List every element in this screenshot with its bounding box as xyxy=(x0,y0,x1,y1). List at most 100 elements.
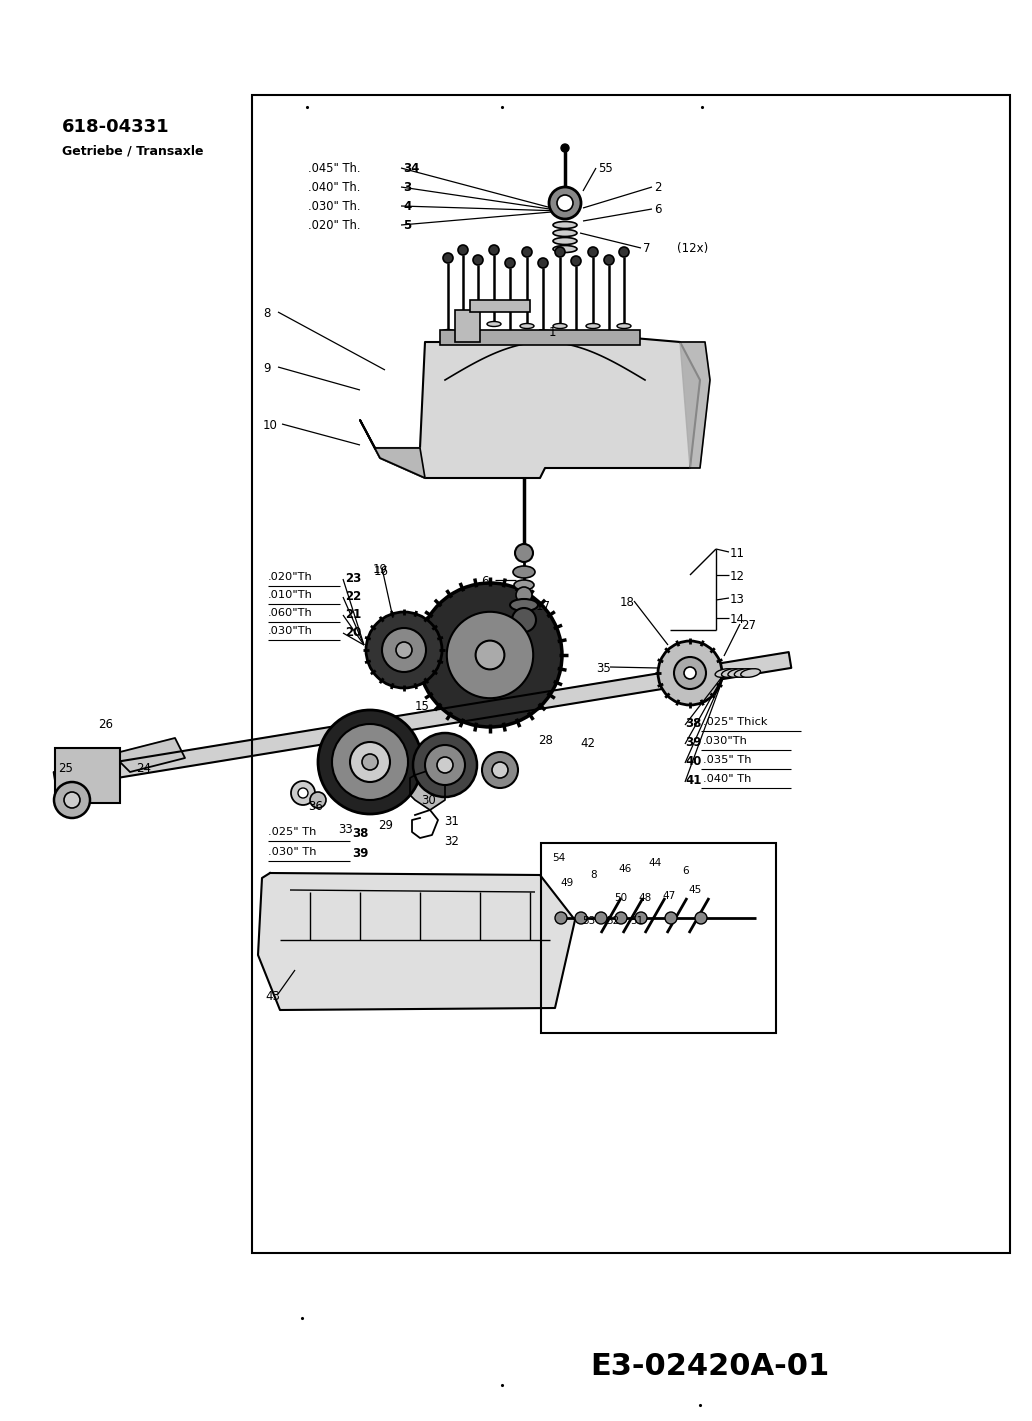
Text: 27: 27 xyxy=(741,620,756,632)
Text: 4: 4 xyxy=(404,200,411,213)
Text: .030" Th: .030" Th xyxy=(268,847,317,857)
Text: .040" Th: .040" Th xyxy=(703,774,751,784)
Text: 36: 36 xyxy=(308,800,323,813)
Circle shape xyxy=(366,612,442,688)
Text: 23: 23 xyxy=(345,573,361,585)
Text: 11: 11 xyxy=(730,547,745,560)
Circle shape xyxy=(382,628,426,672)
Text: 53: 53 xyxy=(582,917,595,926)
Text: .030" Th.: .030" Th. xyxy=(308,200,360,213)
Text: 618-04331: 618-04331 xyxy=(62,118,169,136)
Ellipse shape xyxy=(514,580,534,590)
Text: 28: 28 xyxy=(538,735,553,747)
Text: 13: 13 xyxy=(730,593,745,605)
Ellipse shape xyxy=(586,324,600,328)
Polygon shape xyxy=(120,737,185,772)
Ellipse shape xyxy=(741,669,761,678)
Text: .025" Th: .025" Th xyxy=(268,827,317,837)
Ellipse shape xyxy=(520,324,534,328)
Text: 35: 35 xyxy=(596,662,611,675)
Text: (12x): (12x) xyxy=(677,242,708,254)
Circle shape xyxy=(588,247,598,257)
Text: 55: 55 xyxy=(598,162,613,175)
Bar xyxy=(252,95,1010,1253)
Ellipse shape xyxy=(715,669,735,678)
Text: 15: 15 xyxy=(415,701,430,713)
Polygon shape xyxy=(54,652,792,787)
Circle shape xyxy=(291,782,315,806)
Text: 19: 19 xyxy=(373,563,388,576)
Circle shape xyxy=(615,912,627,924)
Text: 54: 54 xyxy=(552,853,566,863)
Ellipse shape xyxy=(510,600,538,611)
Text: .020" Th.: .020" Th. xyxy=(308,219,360,232)
Text: 26: 26 xyxy=(98,718,112,730)
Text: 40: 40 xyxy=(685,755,702,767)
Circle shape xyxy=(413,733,477,797)
Circle shape xyxy=(604,254,614,264)
Text: 6: 6 xyxy=(481,576,488,588)
Text: 6: 6 xyxy=(682,865,688,875)
Text: 30: 30 xyxy=(421,794,436,807)
Circle shape xyxy=(695,912,707,924)
Text: .045" Th.: .045" Th. xyxy=(308,162,360,175)
Ellipse shape xyxy=(553,324,567,328)
Text: 21: 21 xyxy=(345,608,361,621)
Circle shape xyxy=(332,725,408,800)
Text: 39: 39 xyxy=(685,736,702,749)
Ellipse shape xyxy=(471,331,485,337)
Circle shape xyxy=(619,247,628,257)
Text: .030"Th: .030"Th xyxy=(268,627,313,637)
Ellipse shape xyxy=(456,321,470,327)
Circle shape xyxy=(447,612,534,698)
Ellipse shape xyxy=(553,222,577,229)
Circle shape xyxy=(492,762,508,779)
Polygon shape xyxy=(410,770,445,810)
Text: 17: 17 xyxy=(536,600,551,612)
Text: Getriebe / Transaxle: Getriebe / Transaxle xyxy=(62,145,203,158)
Polygon shape xyxy=(258,872,575,1010)
Text: 32: 32 xyxy=(444,836,459,848)
Ellipse shape xyxy=(602,331,616,337)
Bar xyxy=(455,310,480,342)
Polygon shape xyxy=(360,330,700,477)
Text: 2: 2 xyxy=(654,180,662,195)
Bar xyxy=(55,747,120,803)
Text: 24: 24 xyxy=(136,762,151,774)
Text: 29: 29 xyxy=(378,818,393,833)
Circle shape xyxy=(555,912,567,924)
Circle shape xyxy=(658,641,722,705)
Text: 10: 10 xyxy=(263,419,278,432)
Circle shape xyxy=(298,789,308,799)
Circle shape xyxy=(473,254,483,264)
Circle shape xyxy=(515,544,533,561)
Circle shape xyxy=(476,641,505,669)
Circle shape xyxy=(437,757,453,773)
Bar xyxy=(470,300,530,313)
Text: 22: 22 xyxy=(345,590,361,603)
Text: 25: 25 xyxy=(58,762,73,774)
Bar xyxy=(440,330,640,345)
Ellipse shape xyxy=(728,669,747,678)
Circle shape xyxy=(665,912,677,924)
Circle shape xyxy=(555,247,565,257)
Text: 33: 33 xyxy=(338,823,353,836)
Circle shape xyxy=(396,642,412,658)
Ellipse shape xyxy=(617,324,631,328)
Text: .035" Th: .035" Th xyxy=(703,755,751,764)
Polygon shape xyxy=(680,342,710,468)
Text: 16: 16 xyxy=(374,566,389,578)
Text: 1: 1 xyxy=(549,325,556,340)
Text: 48: 48 xyxy=(638,892,651,902)
Text: .060"Th: .060"Th xyxy=(268,608,313,618)
Circle shape xyxy=(575,912,587,924)
Text: 8: 8 xyxy=(263,307,270,320)
Text: 43: 43 xyxy=(265,990,280,1003)
Circle shape xyxy=(318,710,422,814)
Text: 12: 12 xyxy=(730,570,745,583)
Text: .010"Th: .010"Th xyxy=(268,590,313,600)
Text: 14: 14 xyxy=(730,612,745,627)
Text: 45: 45 xyxy=(688,885,702,895)
Text: .030"Th: .030"Th xyxy=(703,736,748,746)
Circle shape xyxy=(54,782,90,818)
